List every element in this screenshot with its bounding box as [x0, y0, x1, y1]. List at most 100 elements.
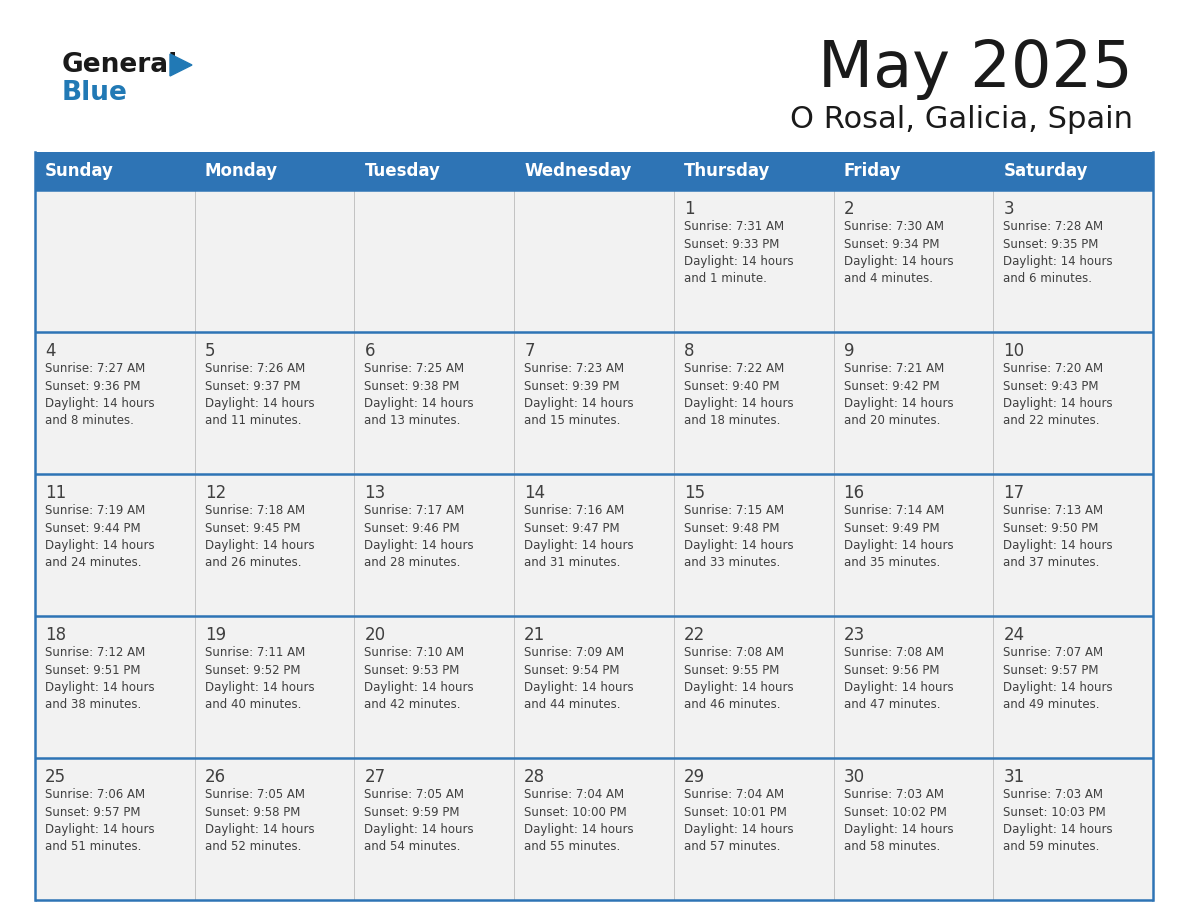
Text: Sunrise: 7:21 AM
Sunset: 9:42 PM
Daylight: 14 hours
and 20 minutes.: Sunrise: 7:21 AM Sunset: 9:42 PM Dayligh…: [843, 362, 953, 428]
Bar: [195, 616, 354, 758]
Text: Sunrise: 7:05 AM
Sunset: 9:59 PM
Daylight: 14 hours
and 54 minutes.: Sunrise: 7:05 AM Sunset: 9:59 PM Dayligh…: [365, 788, 474, 854]
Bar: [34, 332, 195, 474]
Text: Thursday: Thursday: [684, 162, 770, 180]
Text: 14: 14: [524, 484, 545, 502]
Text: Sunrise: 7:26 AM
Sunset: 9:37 PM
Daylight: 14 hours
and 11 minutes.: Sunrise: 7:26 AM Sunset: 9:37 PM Dayligh…: [204, 362, 315, 428]
Text: 7: 7: [524, 342, 535, 360]
Text: Sunrise: 7:16 AM
Sunset: 9:47 PM
Daylight: 14 hours
and 31 minutes.: Sunrise: 7:16 AM Sunset: 9:47 PM Dayligh…: [524, 504, 633, 569]
Bar: [354, 474, 514, 616]
Bar: [674, 474, 834, 616]
Text: Wednesday: Wednesday: [524, 162, 632, 180]
Text: Tuesday: Tuesday: [365, 162, 441, 180]
Bar: [834, 758, 993, 900]
Text: Sunrise: 7:04 AM
Sunset: 10:01 PM
Daylight: 14 hours
and 57 minutes.: Sunrise: 7:04 AM Sunset: 10:01 PM Daylig…: [684, 788, 794, 854]
Text: 11: 11: [45, 484, 67, 502]
Text: Sunrise: 7:23 AM
Sunset: 9:39 PM
Daylight: 14 hours
and 15 minutes.: Sunrise: 7:23 AM Sunset: 9:39 PM Dayligh…: [524, 362, 633, 428]
Bar: [354, 616, 514, 758]
Text: 13: 13: [365, 484, 386, 502]
Text: 12: 12: [204, 484, 226, 502]
Text: Sunrise: 7:25 AM
Sunset: 9:38 PM
Daylight: 14 hours
and 13 minutes.: Sunrise: 7:25 AM Sunset: 9:38 PM Dayligh…: [365, 362, 474, 428]
Text: Sunrise: 7:03 AM
Sunset: 10:03 PM
Daylight: 14 hours
and 59 minutes.: Sunrise: 7:03 AM Sunset: 10:03 PM Daylig…: [1004, 788, 1113, 854]
Bar: [674, 616, 834, 758]
Text: Sunrise: 7:19 AM
Sunset: 9:44 PM
Daylight: 14 hours
and 24 minutes.: Sunrise: 7:19 AM Sunset: 9:44 PM Dayligh…: [45, 504, 154, 569]
Bar: [834, 190, 993, 332]
Text: 15: 15: [684, 484, 704, 502]
Bar: [514, 152, 674, 190]
Bar: [674, 152, 834, 190]
Bar: [514, 616, 674, 758]
Text: Blue: Blue: [62, 80, 128, 106]
Text: Sunrise: 7:18 AM
Sunset: 9:45 PM
Daylight: 14 hours
and 26 minutes.: Sunrise: 7:18 AM Sunset: 9:45 PM Dayligh…: [204, 504, 315, 569]
Bar: [354, 758, 514, 900]
Bar: [514, 190, 674, 332]
Text: 19: 19: [204, 626, 226, 644]
Bar: [195, 152, 354, 190]
Text: 8: 8: [684, 342, 694, 360]
Text: 22: 22: [684, 626, 706, 644]
Text: Sunrise: 7:20 AM
Sunset: 9:43 PM
Daylight: 14 hours
and 22 minutes.: Sunrise: 7:20 AM Sunset: 9:43 PM Dayligh…: [1004, 362, 1113, 428]
Text: Sunrise: 7:30 AM
Sunset: 9:34 PM
Daylight: 14 hours
and 4 minutes.: Sunrise: 7:30 AM Sunset: 9:34 PM Dayligh…: [843, 220, 953, 285]
Text: 10: 10: [1004, 342, 1024, 360]
Bar: [993, 616, 1154, 758]
Text: General: General: [62, 52, 178, 78]
Text: 4: 4: [45, 342, 56, 360]
Text: Sunrise: 7:06 AM
Sunset: 9:57 PM
Daylight: 14 hours
and 51 minutes.: Sunrise: 7:06 AM Sunset: 9:57 PM Dayligh…: [45, 788, 154, 854]
Bar: [993, 190, 1154, 332]
Bar: [195, 332, 354, 474]
Text: Sunrise: 7:22 AM
Sunset: 9:40 PM
Daylight: 14 hours
and 18 minutes.: Sunrise: 7:22 AM Sunset: 9:40 PM Dayligh…: [684, 362, 794, 428]
Bar: [34, 190, 195, 332]
Bar: [993, 474, 1154, 616]
Bar: [354, 190, 514, 332]
Text: 18: 18: [45, 626, 67, 644]
Text: Monday: Monday: [204, 162, 278, 180]
Bar: [514, 758, 674, 900]
Bar: [514, 474, 674, 616]
Text: Friday: Friday: [843, 162, 902, 180]
Text: Sunrise: 7:08 AM
Sunset: 9:56 PM
Daylight: 14 hours
and 47 minutes.: Sunrise: 7:08 AM Sunset: 9:56 PM Dayligh…: [843, 646, 953, 711]
Text: Sunrise: 7:12 AM
Sunset: 9:51 PM
Daylight: 14 hours
and 38 minutes.: Sunrise: 7:12 AM Sunset: 9:51 PM Dayligh…: [45, 646, 154, 711]
Text: 24: 24: [1004, 626, 1024, 644]
Bar: [674, 190, 834, 332]
Text: 27: 27: [365, 768, 386, 786]
Text: 28: 28: [524, 768, 545, 786]
Text: Saturday: Saturday: [1004, 162, 1088, 180]
Text: 21: 21: [524, 626, 545, 644]
Bar: [834, 332, 993, 474]
Bar: [674, 332, 834, 474]
Bar: [34, 152, 195, 190]
Bar: [993, 332, 1154, 474]
Text: 26: 26: [204, 768, 226, 786]
Bar: [195, 758, 354, 900]
Bar: [834, 474, 993, 616]
Bar: [834, 152, 993, 190]
Text: O Rosal, Galicia, Spain: O Rosal, Galicia, Spain: [790, 105, 1133, 134]
Text: Sunrise: 7:03 AM
Sunset: 10:02 PM
Daylight: 14 hours
and 58 minutes.: Sunrise: 7:03 AM Sunset: 10:02 PM Daylig…: [843, 788, 953, 854]
Bar: [34, 616, 195, 758]
Text: Sunrise: 7:08 AM
Sunset: 9:55 PM
Daylight: 14 hours
and 46 minutes.: Sunrise: 7:08 AM Sunset: 9:55 PM Dayligh…: [684, 646, 794, 711]
Text: Sunrise: 7:11 AM
Sunset: 9:52 PM
Daylight: 14 hours
and 40 minutes.: Sunrise: 7:11 AM Sunset: 9:52 PM Dayligh…: [204, 646, 315, 711]
Text: 17: 17: [1004, 484, 1024, 502]
Text: Sunrise: 7:10 AM
Sunset: 9:53 PM
Daylight: 14 hours
and 42 minutes.: Sunrise: 7:10 AM Sunset: 9:53 PM Dayligh…: [365, 646, 474, 711]
Text: Sunrise: 7:04 AM
Sunset: 10:00 PM
Daylight: 14 hours
and 55 minutes.: Sunrise: 7:04 AM Sunset: 10:00 PM Daylig…: [524, 788, 633, 854]
Text: Sunrise: 7:17 AM
Sunset: 9:46 PM
Daylight: 14 hours
and 28 minutes.: Sunrise: 7:17 AM Sunset: 9:46 PM Dayligh…: [365, 504, 474, 569]
Bar: [195, 190, 354, 332]
Text: Sunrise: 7:13 AM
Sunset: 9:50 PM
Daylight: 14 hours
and 37 minutes.: Sunrise: 7:13 AM Sunset: 9:50 PM Dayligh…: [1004, 504, 1113, 569]
Bar: [34, 758, 195, 900]
Text: 16: 16: [843, 484, 865, 502]
Text: 6: 6: [365, 342, 375, 360]
Text: 25: 25: [45, 768, 67, 786]
Text: 5: 5: [204, 342, 215, 360]
Text: 2: 2: [843, 200, 854, 218]
Text: Sunrise: 7:14 AM
Sunset: 9:49 PM
Daylight: 14 hours
and 35 minutes.: Sunrise: 7:14 AM Sunset: 9:49 PM Dayligh…: [843, 504, 953, 569]
Text: 30: 30: [843, 768, 865, 786]
Text: Sunday: Sunday: [45, 162, 114, 180]
Text: Sunrise: 7:27 AM
Sunset: 9:36 PM
Daylight: 14 hours
and 8 minutes.: Sunrise: 7:27 AM Sunset: 9:36 PM Dayligh…: [45, 362, 154, 428]
Bar: [674, 758, 834, 900]
Text: 9: 9: [843, 342, 854, 360]
Bar: [34, 474, 195, 616]
Text: 23: 23: [843, 626, 865, 644]
Bar: [834, 616, 993, 758]
Text: Sunrise: 7:07 AM
Sunset: 9:57 PM
Daylight: 14 hours
and 49 minutes.: Sunrise: 7:07 AM Sunset: 9:57 PM Dayligh…: [1004, 646, 1113, 711]
Bar: [354, 332, 514, 474]
Bar: [993, 152, 1154, 190]
